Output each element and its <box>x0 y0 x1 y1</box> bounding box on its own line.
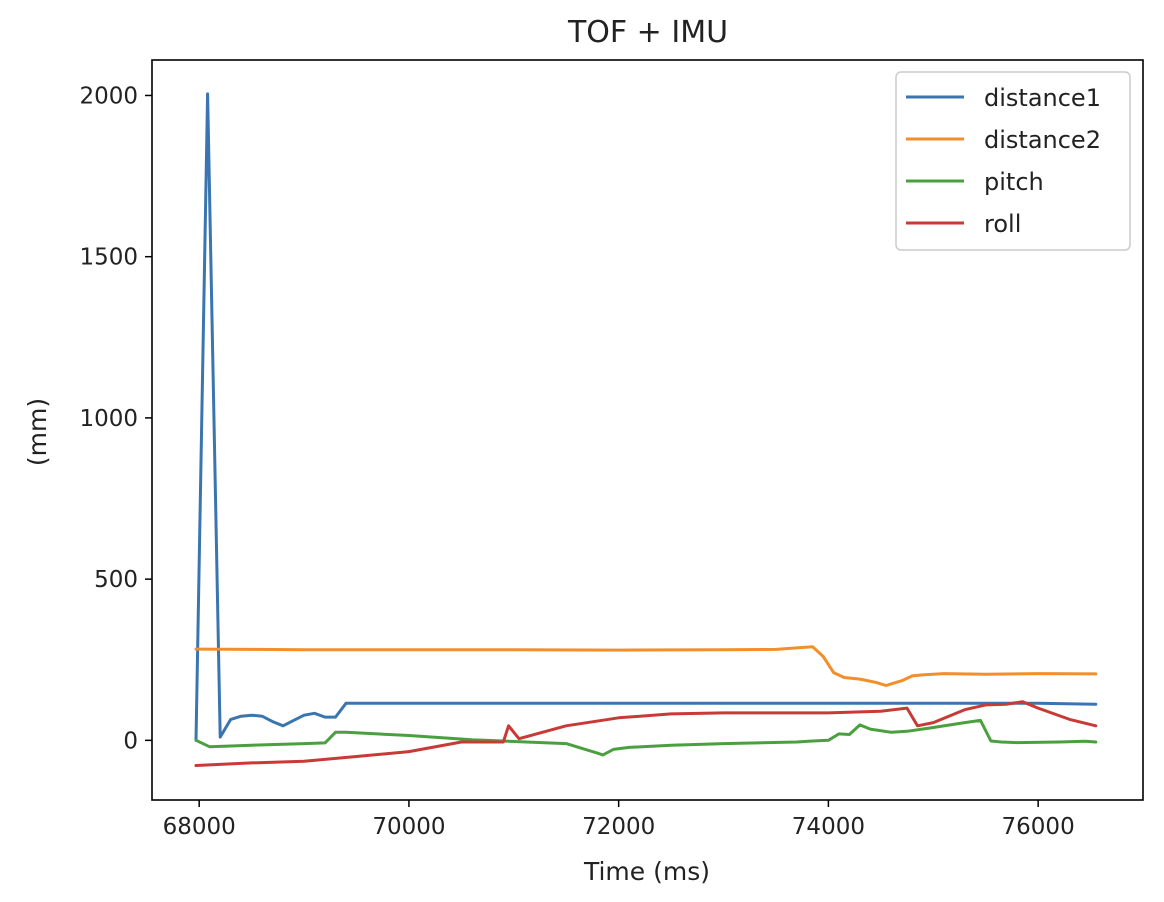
legend-label-roll: roll <box>984 210 1021 238</box>
series-line-distance2 <box>194 645 1098 687</box>
x-axis-label: Time (ms) <box>583 857 710 886</box>
legend: distance1 distance2 pitch roll <box>895 71 1131 251</box>
series-line-roll <box>194 700 1098 767</box>
y-axis-label: (mm) <box>23 398 52 466</box>
x-tick-label: 68000 <box>163 814 236 840</box>
axes-frame <box>151 59 1144 801</box>
x-tick-label: 72000 <box>582 814 655 840</box>
x-axis: 68000 70000 72000 74000 76000 <box>163 800 1075 840</box>
y-tick-label: 500 <box>94 567 138 593</box>
y-tick-label: 2000 <box>79 83 138 109</box>
chart-title: TOF + IMU <box>567 15 728 50</box>
x-tick-label: 70000 <box>372 814 445 840</box>
x-tick-label: 76000 <box>1002 814 1075 840</box>
y-axis: 0 500 1000 1500 2000 <box>79 83 152 754</box>
series-line-pitch <box>194 718 1098 757</box>
y-tick-label: 0 <box>123 728 138 754</box>
legend-label-distance1: distance1 <box>984 84 1101 112</box>
legend-label-distance2: distance2 <box>984 126 1101 154</box>
x-tick-label: 74000 <box>792 814 865 840</box>
y-tick-label: 1000 <box>79 406 138 432</box>
legend-label-pitch: pitch <box>984 168 1044 196</box>
plot-area <box>194 92 1098 767</box>
legend-frame <box>895 71 1131 251</box>
series-line-distance1 <box>194 92 1098 742</box>
y-tick-label: 1500 <box>79 245 138 271</box>
